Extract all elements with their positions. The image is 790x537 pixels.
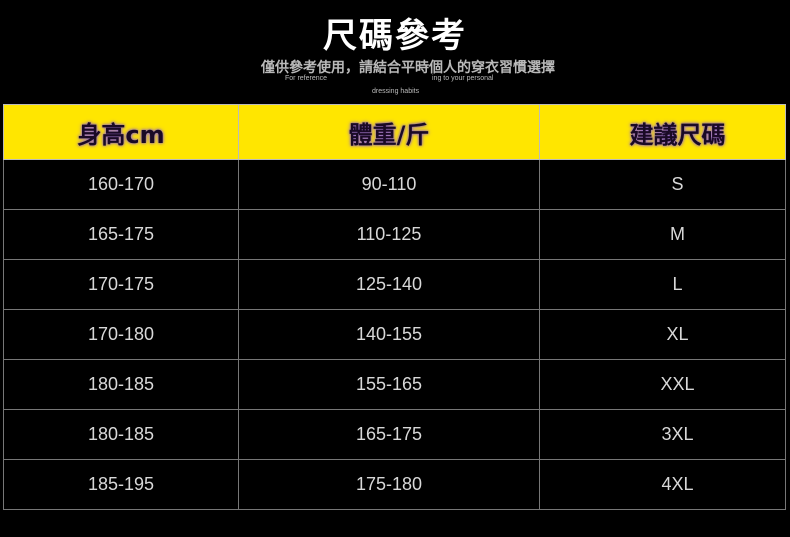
table-header-row: 身高cm 體重/斤 建議尺碼	[3, 104, 786, 160]
cell-weight: 140-155	[238, 309, 540, 360]
english-note: dressing habits	[372, 88, 420, 95]
header-height: 身高cm	[3, 104, 239, 160]
cell-weight: 155-165	[238, 359, 540, 410]
subtitle: 僅供參考使用，請結合平時個人的穿衣習慣選擇	[261, 60, 555, 76]
cell-size: M	[539, 209, 786, 260]
table-row: 165-175 110-125 M	[3, 209, 786, 260]
cell-size: L	[539, 259, 786, 310]
cell-height: 170-180	[3, 309, 239, 360]
header-size: 建議尺碼	[539, 104, 786, 160]
cell-height: 180-185	[3, 359, 239, 410]
cell-size: XL	[539, 309, 786, 360]
cell-size: S	[539, 159, 786, 210]
cell-size: 3XL	[539, 409, 786, 460]
cell-height: 185-195	[3, 459, 239, 510]
table-row: 170-180 140-155 XL	[3, 309, 786, 360]
cell-size: XXL	[539, 359, 786, 410]
table-row: 180-185 165-175 3XL	[3, 409, 786, 460]
page-title: 尺碼參考	[323, 16, 467, 56]
size-table: 身高cm 體重/斤 建議尺碼 160-170 90-110 S 165-175 110-…	[3, 104, 786, 510]
cell-weight: 165-175	[238, 409, 540, 460]
header-weight: 體重/斤	[238, 104, 540, 160]
table-row: 180-185 155-165 XXL	[3, 359, 786, 410]
table-row: 170-175 125-140 L	[3, 259, 786, 310]
cell-weight: 90-110	[238, 159, 540, 210]
cell-weight: 175-180	[238, 459, 540, 510]
cell-height: 165-175	[3, 209, 239, 260]
cell-height: 160-170	[3, 159, 239, 210]
cell-height: 180-185	[3, 409, 239, 460]
cell-size: 4XL	[539, 459, 786, 510]
cell-weight: 110-125	[238, 209, 540, 260]
table-row: 185-195 175-180 4XL	[3, 459, 786, 510]
cell-height: 170-175	[3, 259, 239, 310]
cell-weight: 125-140	[238, 259, 540, 310]
english-note: ing to your personal	[432, 75, 494, 82]
english-note: For reference	[285, 75, 328, 82]
table-row: 160-170 90-110 S	[3, 159, 786, 210]
